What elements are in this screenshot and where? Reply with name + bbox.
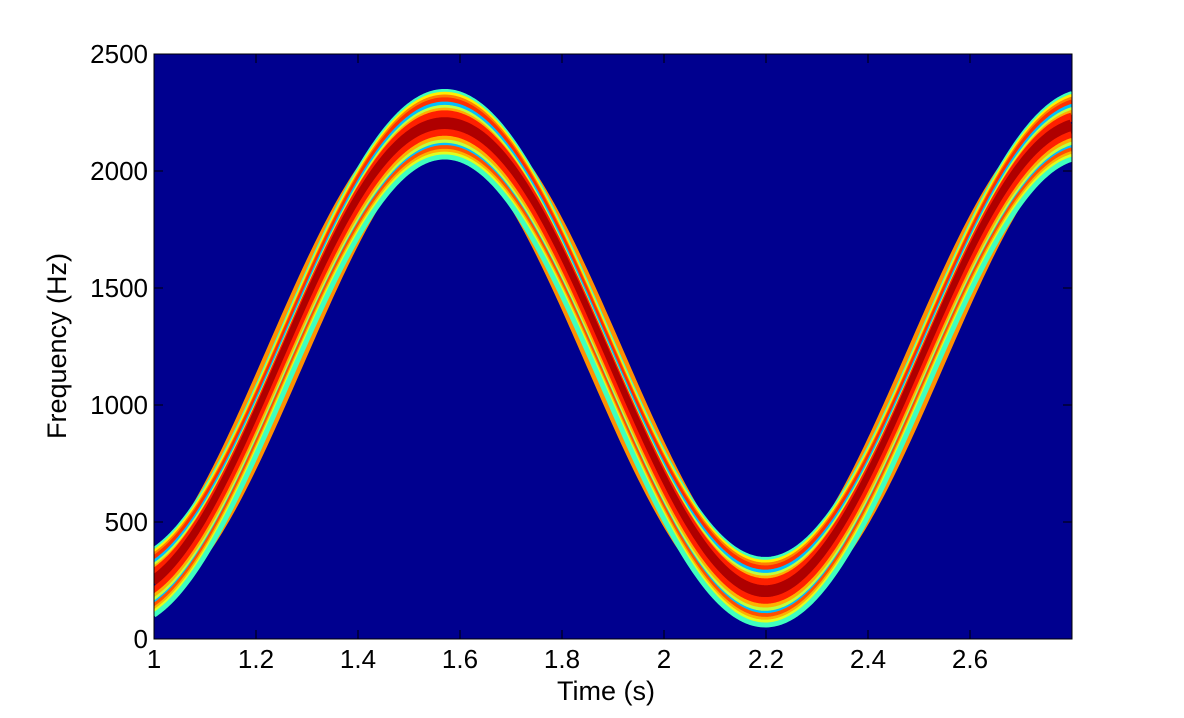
x-tick-label: 1.6 (442, 644, 478, 674)
y-tick-label: 2000 (90, 156, 148, 186)
x-tick-label: 1.2 (238, 644, 274, 674)
y-tick-label: 1500 (90, 273, 148, 303)
x-axis-ticks: 1 1.2 1.4 1.6 1.8 2 2.2 2.4 2.6 (147, 54, 988, 674)
x-tick-label: 2.6 (952, 644, 988, 674)
x-axis-label: Time (s) (557, 676, 655, 706)
plot-frame (153, 53, 1073, 640)
y-tick-label: 0 (134, 624, 148, 654)
x-tick-label: 2 (657, 644, 671, 674)
x-tick-label: 2.4 (850, 644, 886, 674)
x-tick-label: 1.8 (544, 644, 580, 674)
x-tick-label: 2.2 (748, 644, 784, 674)
y-tick-label: 1000 (90, 390, 148, 420)
y-axis-ticks: 0 500 1000 1500 2000 2500 (90, 39, 1072, 654)
y-axis-label: Frequency (Hz) (42, 253, 72, 439)
y-tick-label: 2500 (90, 39, 148, 69)
x-tick-label: 1 (147, 644, 161, 674)
ridge-band (154, 88, 1072, 628)
band-edge-lower (154, 154, 1072, 628)
x-tick-label: 1.4 (340, 644, 376, 674)
y-tick-label: 500 (105, 507, 148, 537)
